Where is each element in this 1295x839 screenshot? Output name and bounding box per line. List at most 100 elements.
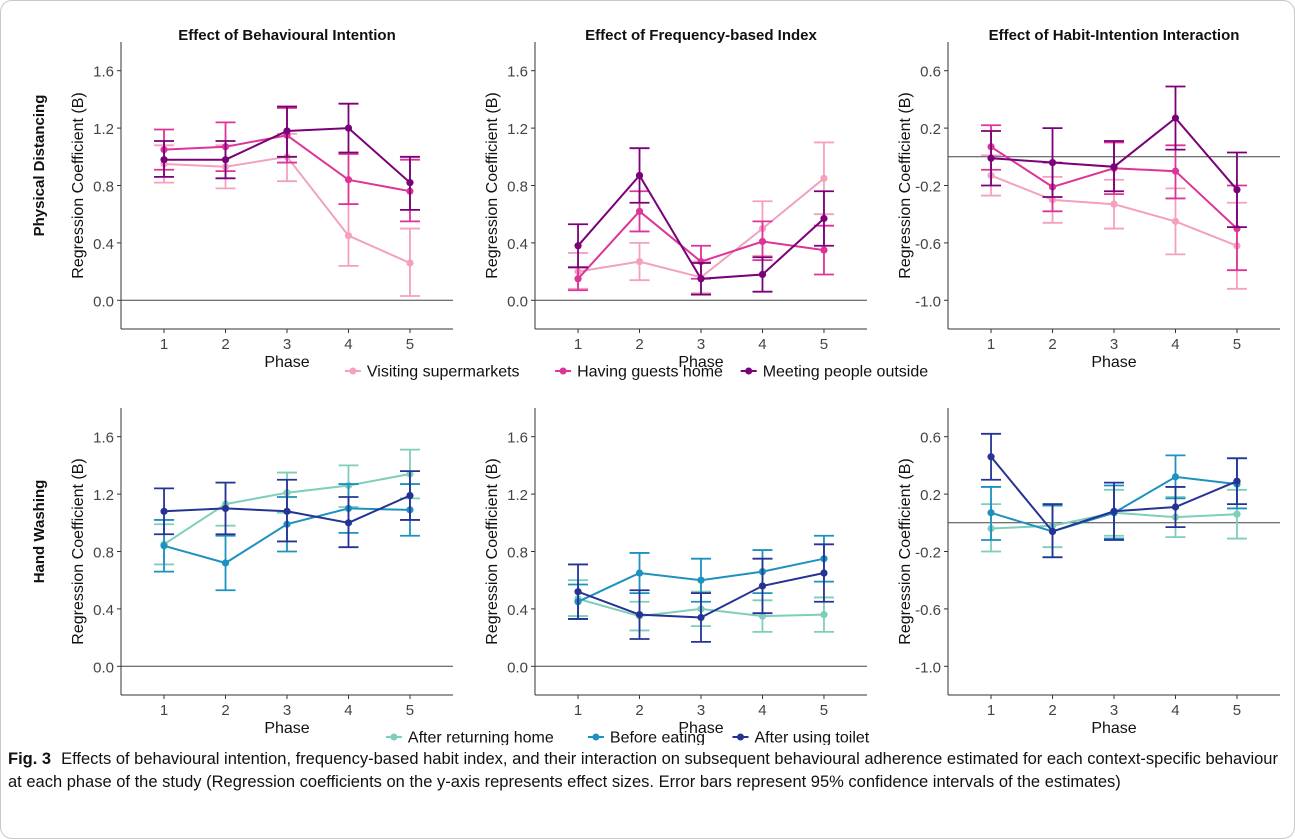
x-tick-label: 2 (221, 336, 229, 353)
x-tick-label: 3 (1110, 702, 1118, 719)
data-point (820, 569, 828, 577)
x-tick-label: 5 (406, 702, 414, 719)
data-point (344, 124, 353, 132)
y-tick-label: 0.0 (507, 293, 528, 310)
legend-key-point (559, 367, 567, 375)
data-point (758, 582, 767, 590)
data-point (635, 569, 644, 577)
legend-label: After returning home (408, 730, 554, 746)
data-point (635, 207, 644, 215)
y-tick-label: 1.6 (93, 64, 114, 81)
data-point (758, 237, 767, 246)
y-tick-label: 0.2 (920, 121, 941, 138)
data-point (1171, 167, 1180, 175)
x-tick-label: 4 (1171, 336, 1179, 353)
y-tick-label: 1.2 (507, 487, 528, 504)
data-point (1171, 503, 1180, 511)
y-tick-label: 0.6 (920, 430, 941, 447)
data-point (1171, 114, 1180, 122)
figure-caption: Fig. 3 Effects of behavioural intention, … (8, 748, 1278, 794)
legend-label: Before eating (610, 730, 705, 746)
data-point (987, 509, 995, 517)
data-point (987, 453, 995, 461)
y-tick-label: 1.2 (93, 487, 114, 504)
y-tick-label: 0.0 (93, 659, 114, 676)
x-tick-label: 2 (1048, 702, 1056, 719)
x-axis-label: Phase (1091, 354, 1136, 371)
data-point (221, 156, 230, 164)
x-tick-label: 3 (283, 702, 291, 719)
y-axis-label: Regression Coefficient (B) (897, 92, 914, 278)
data-point (820, 214, 828, 223)
y-axis-label: Regression Coefficient (B) (484, 92, 501, 278)
data-point (406, 491, 414, 500)
data-point (574, 588, 582, 596)
data-point (283, 507, 291, 515)
y-tick-label: 0.8 (93, 545, 114, 562)
data-point (221, 559, 230, 567)
legend-key-point (737, 733, 744, 741)
x-tick-label: 4 (758, 702, 766, 719)
y-tick-label: 0.8 (93, 179, 114, 196)
y-axis-label: Regression Coefficient (B) (70, 92, 87, 278)
data-point (820, 174, 828, 182)
data-point (1110, 200, 1118, 208)
x-tick-label: 1 (160, 702, 168, 719)
column-title: Effect of Behavioural Intention (178, 27, 396, 44)
legend-label: Meeting people outside (763, 364, 929, 381)
y-tick-label: 0.0 (507, 659, 528, 676)
x-tick-label: 3 (1110, 336, 1118, 353)
y-tick-label: -0.6 (915, 602, 941, 619)
y-tick-label: 0.2 (920, 487, 941, 504)
data-point (697, 576, 705, 584)
y-tick-label: 0.4 (507, 236, 528, 253)
x-axis-label: Phase (1091, 720, 1136, 737)
legend-key-point (390, 733, 398, 741)
data-point (406, 259, 414, 267)
y-tick-label: 1.2 (93, 121, 114, 138)
x-tick-label: 4 (758, 336, 766, 353)
data-point (635, 611, 644, 619)
data-point (758, 612, 767, 620)
x-axis-label: Phase (264, 354, 309, 371)
data-point (697, 275, 705, 283)
y-tick-label: -0.2 (915, 179, 941, 196)
data-point (221, 504, 230, 513)
x-tick-label: 5 (406, 336, 414, 353)
data-point (635, 257, 644, 266)
y-axis-label: Regression Coefficient (B) (897, 458, 914, 644)
row-title: Physical Distancing (31, 95, 48, 237)
x-tick-label: 4 (344, 702, 352, 719)
data-point (406, 179, 414, 187)
data-point (344, 176, 353, 184)
y-tick-label: 1.6 (93, 430, 114, 447)
data-point (758, 270, 767, 279)
legend-key-point (592, 733, 600, 741)
data-point (574, 275, 582, 283)
y-tick-label: 0.6 (920, 64, 941, 81)
data-point (1110, 163, 1118, 171)
data-point (1233, 186, 1241, 194)
figure-label: Fig. 3 (8, 750, 52, 768)
y-tick-label: 1.6 (507, 64, 528, 81)
x-tick-label: 1 (574, 336, 582, 353)
y-tick-label: -1.0 (915, 293, 941, 310)
column-title: Effect of Frequency-based Index (585, 27, 817, 44)
x-tick-label: 2 (221, 702, 229, 719)
x-tick-label: 2 (635, 336, 643, 353)
x-tick-label: 5 (820, 336, 828, 353)
x-tick-label: 3 (697, 336, 705, 353)
data-point (160, 542, 168, 550)
x-tick-label: 2 (1048, 336, 1056, 353)
data-point (697, 613, 705, 622)
data-point (1048, 158, 1057, 167)
data-point (1233, 477, 1241, 485)
x-axis-label: Phase (264, 720, 309, 737)
legend-key-point (349, 367, 357, 375)
figure-caption-text: Effects of behavioural intention, freque… (8, 750, 1278, 791)
row-title: Hand Washing (31, 480, 48, 584)
y-axis-label: Regression Coefficient (B) (70, 458, 87, 644)
data-point (987, 154, 995, 162)
data-point (160, 507, 168, 515)
y-tick-label: 0.8 (507, 545, 528, 562)
